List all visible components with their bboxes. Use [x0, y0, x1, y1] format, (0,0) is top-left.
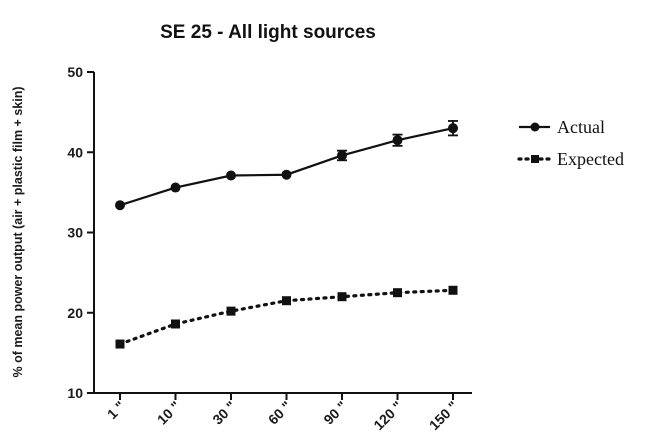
data-point [281, 169, 292, 180]
legend-marker [530, 122, 540, 132]
data-point [337, 292, 347, 302]
legend-label: Actual [557, 117, 605, 137]
y-tick-label: 50 [67, 64, 83, 80]
data-point [448, 285, 458, 295]
axes [93, 72, 472, 394]
x-tick-label: 30 " [209, 398, 239, 428]
legend-marker [531, 155, 539, 163]
series-group [115, 120, 458, 349]
x-tick-label: 150 " [426, 398, 461, 433]
legend: Actual Expected [517, 117, 624, 169]
data-point [115, 200, 125, 211]
y-tick-label: 10 [67, 385, 83, 401]
series-line [119, 127, 454, 207]
x-tick-label: 1 " [104, 398, 128, 422]
data-point [282, 296, 291, 306]
y-tick-label: 30 [67, 225, 83, 241]
y-tick-label: 20 [67, 305, 83, 321]
data-point [171, 319, 180, 329]
legend-label: Expected [557, 149, 624, 169]
x-tick-label: 60 " [265, 398, 295, 428]
data-point [392, 135, 403, 146]
chart-title: SE 25 - All light sources [160, 22, 376, 43]
y-tick-label: 40 [67, 144, 83, 160]
data-point [226, 306, 236, 316]
x-tick-label: 90 " [320, 398, 350, 428]
data-point [393, 288, 402, 298]
x-tick-label: 10 " [154, 398, 184, 428]
x-ticks: 1 " 10 " 30 " 60 " 90 " 120 " 150 " [104, 393, 461, 433]
y-axis-label: % of mean power output (air + plastic fi… [11, 86, 25, 377]
series-expected [115, 285, 458, 349]
y-ticks: 10 20 30 40 50 [67, 64, 94, 401]
data-point [115, 339, 125, 349]
data-point [226, 170, 236, 181]
data-point [170, 182, 181, 193]
series-actual [115, 120, 458, 211]
legend-item-expected: Expected [517, 149, 624, 169]
data-point [337, 150, 347, 161]
data-point [448, 123, 458, 134]
x-tick-label: 120 " [370, 398, 405, 433]
legend-item-actual: Actual [519, 117, 605, 137]
